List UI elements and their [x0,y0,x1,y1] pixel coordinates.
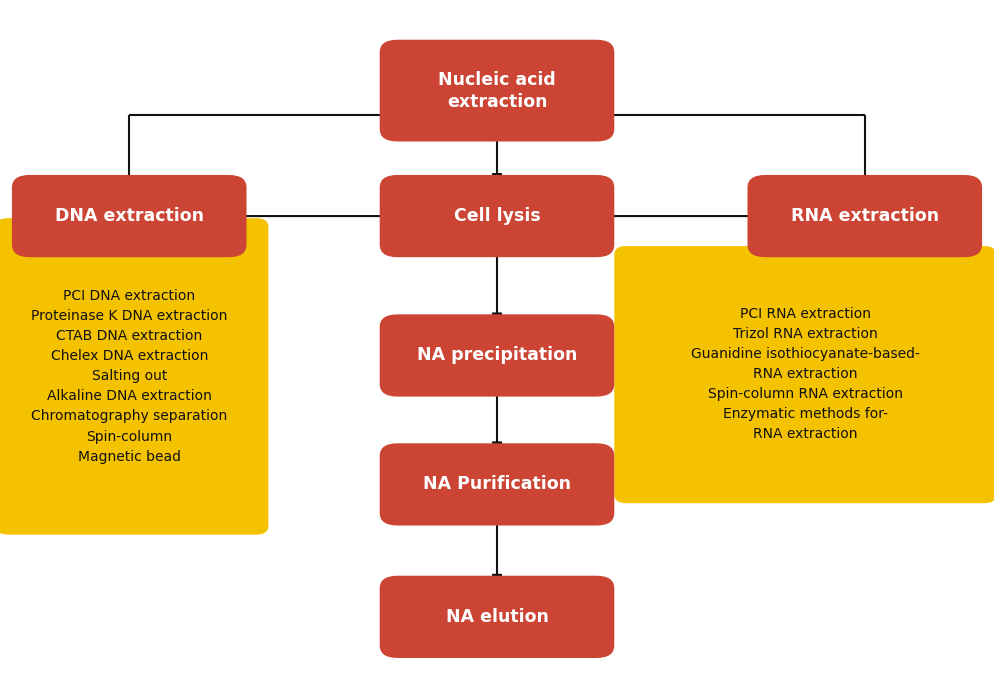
Text: NA precipitation: NA precipitation [416,346,578,365]
Text: Cell lysis: Cell lysis [453,207,541,225]
FancyBboxPatch shape [380,314,614,397]
Text: RNA extraction: RNA extraction [790,207,939,225]
Text: NA Purification: NA Purification [423,475,571,493]
FancyBboxPatch shape [380,175,614,257]
FancyBboxPatch shape [380,576,614,658]
FancyBboxPatch shape [747,175,982,257]
Text: NA elution: NA elution [445,608,549,626]
Text: PCI DNA extraction
Proteinase K DNA extraction
CTAB DNA extraction
Chelex DNA ex: PCI DNA extraction Proteinase K DNA extr… [31,289,228,464]
Text: DNA extraction: DNA extraction [55,207,204,225]
FancyBboxPatch shape [0,218,268,535]
FancyBboxPatch shape [12,175,247,257]
Text: Nucleic acid
extraction: Nucleic acid extraction [438,70,556,111]
Text: PCI RNA extraction
Trizol RNA extraction
Guanidine isothiocyanate-based-
RNA ext: PCI RNA extraction Trizol RNA extraction… [691,307,919,441]
FancyBboxPatch shape [380,443,614,526]
FancyBboxPatch shape [380,40,614,141]
FancyBboxPatch shape [614,246,994,503]
